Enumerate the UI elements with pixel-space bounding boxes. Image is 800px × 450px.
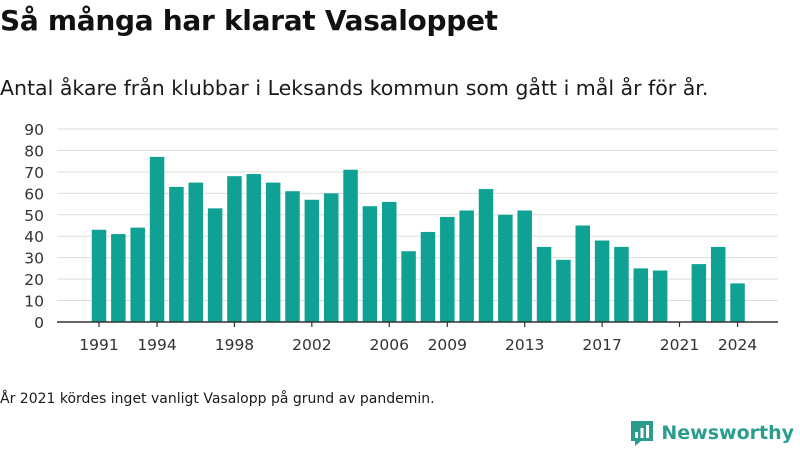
bar [420, 231, 436, 322]
x-tick-label: 2002 [292, 336, 331, 354]
y-tick-label: 30 [24, 250, 44, 268]
x-tick-label: 2009 [428, 336, 467, 354]
bar [478, 189, 494, 322]
bar-chart: 0 10 20 30 40 50 60 70 80 90 1991 1994 1998 2002 2006 2… [24, 121, 778, 354]
bar [304, 199, 320, 322]
brand-name: Newsworthy [661, 422, 794, 444]
bar [285, 191, 300, 322]
bar [111, 234, 126, 322]
bar [536, 246, 552, 322]
y-tick-label: 50 [24, 207, 44, 225]
bar [91, 229, 107, 322]
footnote: År 2021 kördes inget vanligt Vasalopp på… [0, 391, 435, 407]
brand-logo[interactable]: Newsworthy [629, 419, 794, 447]
bar [691, 264, 707, 322]
bar [246, 174, 262, 322]
x-tick-label: 1994 [137, 336, 176, 354]
bar [498, 214, 513, 322]
x-tick-label: 2021 [660, 336, 699, 354]
y-tick-label: 40 [24, 228, 44, 246]
bar [323, 193, 339, 322]
bar [730, 283, 745, 322]
bar [362, 206, 378, 322]
y-tick-label: 70 [24, 164, 44, 182]
bar [149, 156, 165, 322]
y-tick-label: 20 [24, 271, 44, 289]
bar-chart-logo-icon [631, 421, 654, 446]
bar [575, 225, 590, 322]
x-tick-label: 1991 [79, 336, 118, 354]
x-tick-label: 2006 [370, 336, 409, 354]
bar [652, 270, 668, 322]
bar [633, 268, 649, 322]
bar [207, 208, 223, 322]
bar [265, 182, 281, 322]
bar [169, 186, 184, 322]
bar [440, 216, 455, 322]
y-tick-label: 0 [34, 314, 44, 332]
bar [710, 246, 726, 322]
y-tick-label: 60 [24, 185, 44, 203]
x-tick-label: 2024 [718, 336, 757, 354]
y-tick-label: 90 [24, 121, 44, 139]
bar [614, 246, 629, 322]
bar [517, 210, 532, 322]
y-tick-label: 10 [24, 293, 44, 311]
y-tick-label: 80 [24, 142, 44, 160]
bar [401, 251, 416, 322]
bar [556, 259, 571, 322]
chart-subtitle: Antal åkare från klubbar i Leksands komm… [0, 76, 709, 100]
bar [130, 227, 145, 322]
bar [227, 176, 242, 322]
x-tick-label: 2017 [582, 336, 621, 354]
bar [594, 240, 610, 322]
bar [343, 169, 358, 322]
x-tick-label: 1998 [215, 336, 254, 354]
bar [188, 182, 203, 322]
chart-title: Så många har klarat Vasaloppet [0, 4, 498, 37]
bar [382, 201, 397, 322]
bar [459, 210, 474, 322]
x-tick-label: 2013 [505, 336, 544, 354]
